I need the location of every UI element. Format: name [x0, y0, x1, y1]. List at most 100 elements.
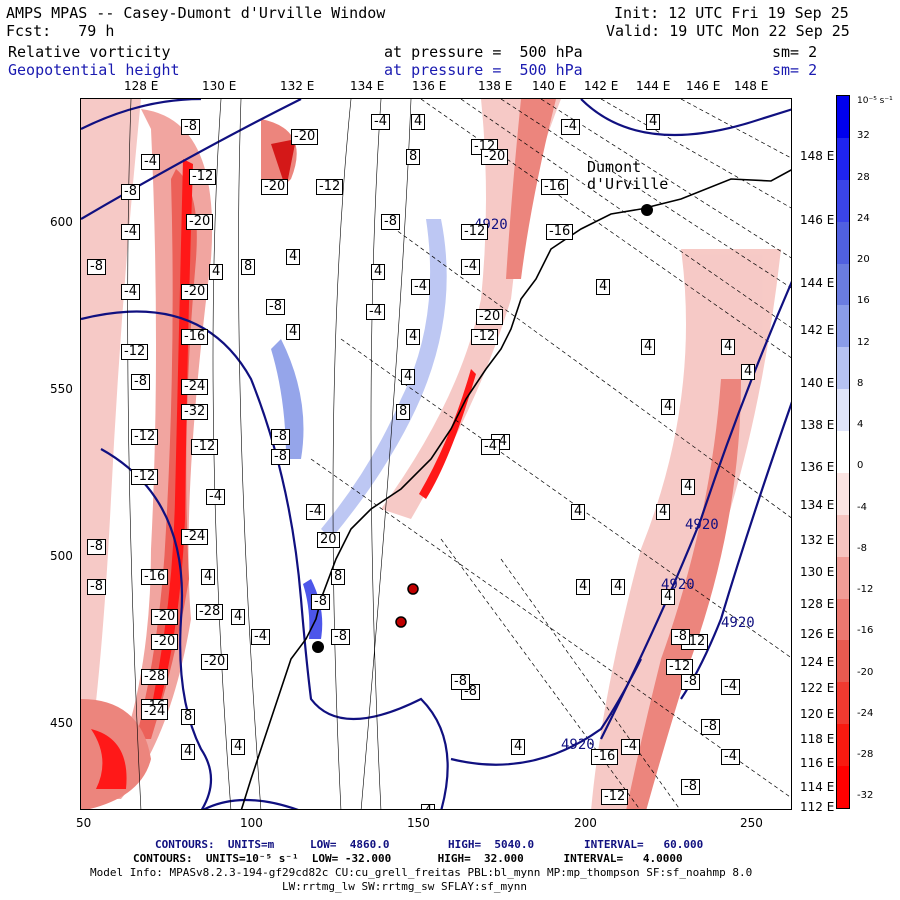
- field1-smoothing: sm= 2: [772, 43, 818, 61]
- vorticity-value-label: -8: [87, 259, 106, 275]
- lon-top-label: 140 E: [532, 79, 567, 93]
- lon-right-label: 146 E: [800, 213, 835, 227]
- colorbar-swatch: [837, 263, 849, 306]
- vorticity-value-label: -20: [186, 214, 214, 230]
- colorbar-swatch: [837, 514, 849, 558]
- vorticity-value-label: -4: [206, 489, 225, 505]
- place-label-dumont-durville: Dumont d'Urville: [587, 158, 669, 193]
- vorticity-value-label: 4: [371, 264, 386, 280]
- vorticity-value-label: -12: [471, 329, 499, 345]
- vorticity-value-label: -20: [261, 179, 289, 195]
- colorbar-swatch: [837, 766, 849, 809]
- colorbar-swatch: [837, 724, 849, 767]
- lon-top-label: 142 E: [584, 79, 619, 93]
- vorticity-value-label: -8: [381, 214, 400, 230]
- lon-top-label: 130 E: [202, 79, 237, 93]
- lon-right-label: 140 E: [800, 376, 835, 390]
- vorticity-value-label: -16: [141, 569, 169, 585]
- lon-right-label: 134 E: [800, 498, 835, 512]
- colorbar-unit: 10⁻⁵ s⁻¹: [857, 96, 893, 106]
- vorticity-value-label: -8: [331, 629, 350, 645]
- station-marker[interactable]: [407, 583, 419, 595]
- lon-right-label: 122 E: [800, 681, 835, 695]
- map-canvas: [81, 99, 791, 809]
- lon-right-label: 128 E: [800, 597, 835, 611]
- plot-title: AMPS MPAS -- Casey-Dumont d'Urville Wind…: [6, 4, 386, 22]
- vorticity-value-label: -20: [151, 634, 179, 650]
- lon-right-label: 120 E: [800, 707, 835, 721]
- vorticity-value-label: -8: [681, 779, 700, 795]
- lon-right-label: 138 E: [800, 418, 835, 432]
- vorticity-value-label: -8: [271, 429, 290, 445]
- vorticity-value-label: 4: [401, 369, 416, 385]
- vorticity-value-label: -8: [181, 119, 200, 135]
- graticule: [310, 99, 791, 809]
- vorticity-value-label: -28: [196, 604, 224, 620]
- colorbar-label: 20: [857, 254, 870, 266]
- lon-right-label: 124 E: [800, 655, 835, 669]
- vorticity-value-label: 4: [571, 504, 586, 520]
- station-marker[interactable]: [395, 616, 407, 628]
- lon-right-label: 144 E: [800, 276, 835, 290]
- x-tick-100: 100: [240, 816, 263, 830]
- vorticity-value-label: -8: [311, 594, 330, 610]
- vorticity-value-label: -4: [121, 284, 140, 300]
- colorbar-swatch: [837, 431, 849, 474]
- lon-right-label: 136 E: [800, 460, 835, 474]
- coastline: [240, 169, 791, 809]
- colorbar-label: -24: [857, 707, 874, 719]
- vorticity-value-label: -8: [121, 184, 140, 200]
- footer-model-info-2: LW:rrtmg_lw SW:rrtmg_sw SFLAY:sf_mynn: [282, 880, 528, 893]
- vorticity-value-label: 4: [611, 579, 626, 595]
- vorticity-value-label: -8: [451, 674, 470, 690]
- vorticity-value-label: -4: [366, 304, 385, 320]
- vorticity-value-label: -16: [546, 224, 574, 240]
- map-panel: Dumont d'Urville 4920 4920 4920 4920 492…: [80, 98, 792, 810]
- vorticity-value-label: -16: [591, 749, 619, 765]
- station-marker[interactable]: [312, 641, 324, 653]
- colorbar-label: -20: [857, 666, 874, 678]
- colorbar-label: -8: [857, 542, 867, 554]
- lon-top-label: 134 E: [350, 79, 385, 93]
- vorticity-value-label: -12: [191, 439, 219, 455]
- vorticity-value-label: 4: [181, 744, 196, 760]
- lon-right-label: 114 E: [800, 780, 835, 794]
- vorticity-value-label: -20: [201, 654, 229, 670]
- lon-top-label: 136 E: [412, 79, 447, 93]
- vorticity-value-label: -8: [671, 629, 690, 645]
- vorticity-value-label: 4: [656, 504, 671, 520]
- colorbar-label: -4: [857, 501, 867, 513]
- vorticity-value-label: 4: [286, 249, 301, 265]
- footer-height-high: HIGH= 5040.0: [448, 838, 535, 851]
- lon-right-label: 116 E: [800, 756, 835, 770]
- colorbar-swatch: [837, 389, 849, 432]
- vorticity-value-label: 4: [231, 739, 246, 755]
- vorticity-value-label: -8: [87, 579, 106, 595]
- vorticity-value-label: 4: [646, 114, 661, 130]
- vorticity-value-label: -8: [87, 539, 106, 555]
- colorbar-label: -28: [857, 749, 874, 761]
- y-tick-550: 550: [50, 382, 73, 396]
- vorticity-value-label: 4: [421, 804, 436, 809]
- footer-model-info: Model Info: MPASv8.2.3-194-gf29cd82c CU:…: [90, 866, 753, 879]
- vorticity-value-label: -4: [721, 749, 740, 765]
- x-tick-200: 200: [574, 816, 597, 830]
- vorticity-value-label: 4: [661, 589, 676, 605]
- init-time: Init: 12 UTC Fri 19 Sep 25: [614, 4, 849, 22]
- dumont-durville-marker[interactable]: [641, 204, 653, 216]
- lon-right-label: 132 E: [800, 533, 835, 547]
- vorticity-value-label: -4: [141, 154, 160, 170]
- vorticity-value-label: -20: [291, 129, 319, 145]
- colorbar-label: 12: [857, 336, 870, 348]
- vorticity-value-label: 4: [596, 279, 611, 295]
- footer-height-low: LOW= 4860.0: [310, 838, 390, 851]
- colorbar-label: -16: [857, 625, 874, 637]
- field2-level: at pressure = 500 hPa: [384, 61, 583, 79]
- footer-vorticity-contours: CONTOURS: UNITS=10⁻⁵ s⁻¹ LOW= -32.000 HI…: [133, 852, 683, 865]
- vorticity-value-label: 4: [231, 609, 246, 625]
- vorticity-value-label: -8: [271, 449, 290, 465]
- height-label: 4920: [685, 517, 719, 533]
- colorbar-swatch: [837, 305, 849, 348]
- x-tick-150: 150: [407, 816, 430, 830]
- vorticity-value-label: -4: [561, 119, 580, 135]
